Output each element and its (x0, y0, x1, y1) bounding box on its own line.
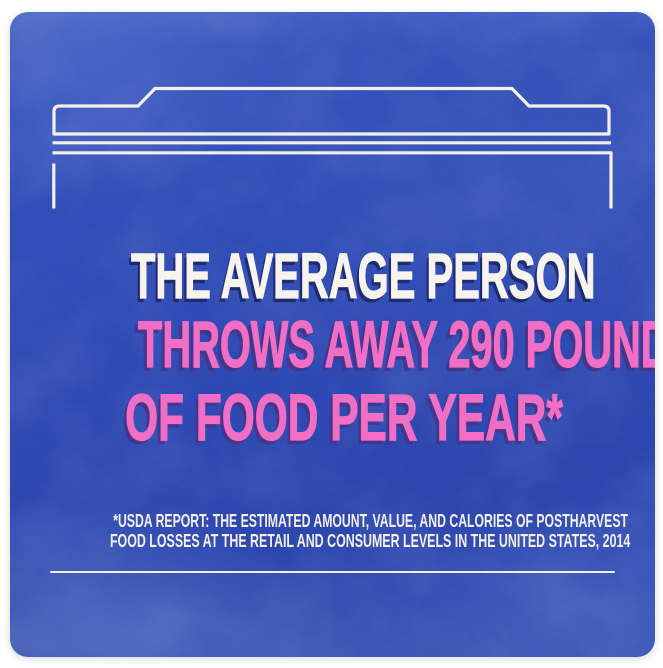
footnote-line-1: *USDA REPORT: THE ESTIMATED AMOUNT, VALU… (113, 511, 628, 531)
headline-line-1: THE AVERAGE PERSON (130, 239, 596, 312)
headline-line-3: OF FOOD PER YEAR* (125, 380, 564, 454)
texture-overlay (10, 12, 655, 657)
headline-line-2-stat: THROWS AWAY 290 POUNDS (138, 307, 655, 381)
footnote-citation: *USDA REPORT: THE ESTIMATED AMOUNT, VALU… (10, 511, 655, 551)
infographic-card: THE AVERAGE PERSON THROWS AWAY 290 POUND… (10, 12, 655, 657)
trash-can-lid-icon (52, 86, 613, 209)
trash-can-lid-strokes (52, 86, 613, 209)
divider-line (50, 570, 615, 574)
footnote-line-2: FOOD LOSSES AT THE RETAIL AND CONSUMER L… (109, 530, 631, 551)
